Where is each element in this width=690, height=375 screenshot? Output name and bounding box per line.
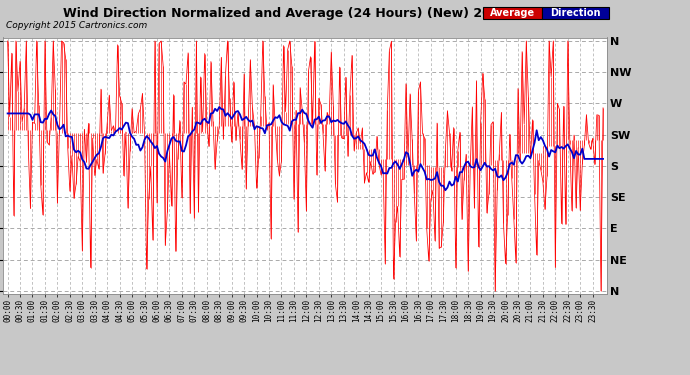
Text: Wind Direction Normalized and Average (24 Hours) (New) 20151020: Wind Direction Normalized and Average (2… <box>63 7 544 20</box>
Text: Direction: Direction <box>550 8 601 18</box>
Text: Copyright 2015 Cartronics.com: Copyright 2015 Cartronics.com <box>6 21 147 30</box>
Text: Average: Average <box>490 8 535 18</box>
